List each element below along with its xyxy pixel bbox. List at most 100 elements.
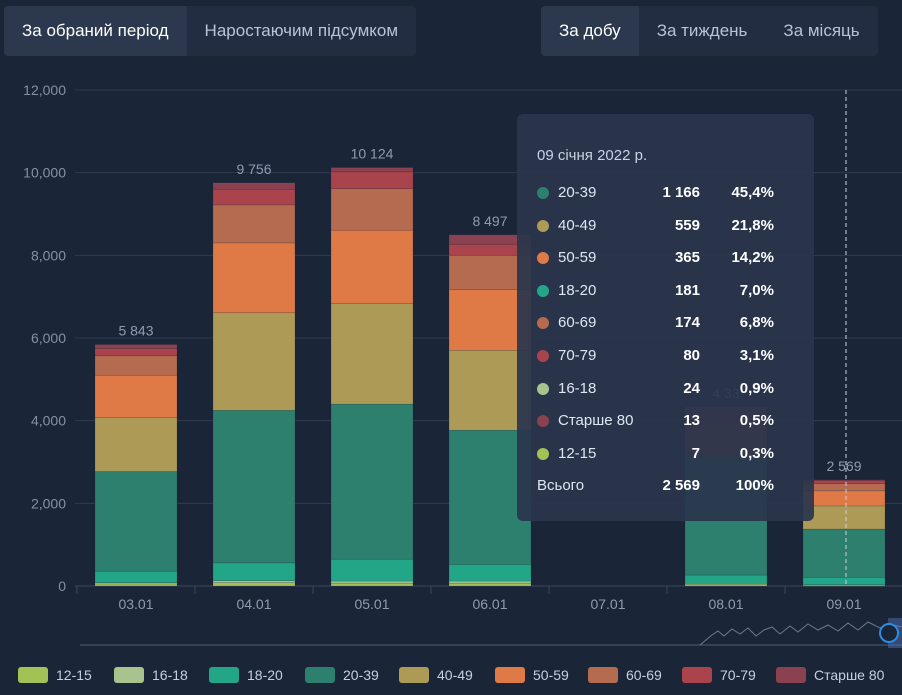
tab-cumulative[interactable]: Наростаючим підсумком: [204, 21, 399, 40]
bar-segment[interactable]: [212, 182, 296, 190]
bar-segment[interactable]: [94, 374, 178, 418]
bar-segment[interactable]: [212, 410, 296, 564]
tooltip-series-name: 40-49: [558, 216, 597, 234]
y-tick-label: 0: [58, 578, 66, 594]
y-tick-label: 2,000: [31, 495, 66, 511]
bar-segment[interactable]: [212, 242, 296, 314]
bar-segment[interactable]: [94, 583, 178, 587]
bar-segment[interactable]: [448, 582, 532, 587]
tooltip-series-dot: [537, 350, 549, 362]
bar-total-label: 2 569: [826, 458, 861, 474]
tooltip-total-row: Всього 2 569 100%: [517, 475, 814, 499]
tooltip-row: 70-79 80 3,1%: [517, 345, 814, 369]
y-axis-ticks: 0 2,000 4,000 6,000 8,000 10,000 12,000: [23, 82, 66, 594]
bar-segment[interactable]: [802, 584, 886, 586]
tooltip-series-dot: [537, 284, 549, 297]
bar-segment[interactable]: [94, 344, 178, 349]
tooltip-row: 60-69 174 6,8%: [517, 312, 814, 336]
bar-segment[interactable]: [802, 528, 886, 578]
tooltip-row: 12-15 7 0,3%: [517, 443, 814, 467]
tooltip-row: 16-18 24 0,9%: [517, 378, 814, 402]
bar-total-label: 9 756: [236, 161, 271, 177]
bar-segment[interactable]: [94, 348, 178, 357]
tab-per-week[interactable]: За тиждень: [656, 21, 748, 40]
bar-segment[interactable]: [684, 574, 768, 584]
tooltip-row: 18-20 181 7,0%: [517, 280, 814, 304]
legend-label: 60-69: [626, 667, 662, 683]
x-tick-label: 07.01: [590, 596, 625, 612]
bar-segment[interactable]: [802, 483, 886, 492]
legend-label: Старше 80: [814, 667, 885, 683]
legend-label: 18-20: [247, 667, 283, 683]
bar-segment[interactable]: [448, 564, 532, 582]
tab-per-day[interactable]: За добу: [541, 6, 639, 56]
y-tick-label: 4,000: [31, 413, 66, 429]
bar-segment[interactable]: [94, 355, 178, 376]
bar-segment[interactable]: [212, 204, 296, 244]
x-tick-label: 04.01: [236, 596, 271, 612]
bar-segment[interactable]: [330, 582, 414, 587]
bar-segment[interactable]: [212, 580, 296, 583]
y-tick-label: 12,000: [23, 82, 66, 98]
bar-segment[interactable]: [802, 576, 886, 585]
bar-segment[interactable]: [330, 167, 414, 173]
tooltip-total-pct: 100%: [735, 477, 774, 494]
tooltip-series-name: 16-18: [558, 379, 597, 397]
tab-per-month[interactable]: За місяць: [783, 21, 860, 40]
tooltip-series-value: 24: [683, 379, 700, 397]
tooltip-series-pct: 0,5%: [739, 412, 774, 430]
bar-segment[interactable]: [330, 188, 414, 231]
tooltip-series-pct: 45,4%: [731, 184, 774, 201]
bar-segment[interactable]: [330, 171, 414, 190]
bar-segment[interactable]: [330, 403, 414, 560]
tooltip-series-pct: 6,8%: [739, 314, 774, 332]
tooltip-series-dot: [537, 447, 549, 460]
bar-segment[interactable]: [448, 580, 532, 584]
tooltip-series-value: 7: [691, 444, 700, 462]
legend-label: 20-39: [343, 667, 379, 683]
tooltip-date: 09 січня 2022 р.: [537, 147, 648, 164]
tooltip-series-name: Старше 80: [558, 412, 634, 430]
tooltip-series-pct: 7,0%: [739, 281, 774, 299]
tooltip-series-value: 559: [674, 216, 700, 234]
y-tick-label: 10,000: [23, 165, 66, 181]
tooltip-series-value: 365: [674, 249, 700, 267]
tooltip-series-dot: [537, 317, 549, 330]
bar-segment[interactable]: [330, 303, 414, 405]
bar-total-label: 10 124: [351, 146, 394, 162]
bar-segment[interactable]: [212, 582, 296, 587]
bar-segment[interactable]: [802, 490, 886, 507]
tooltip-row: Старше 80 13 0,5%: [517, 410, 814, 434]
x-tick-label: 09.01: [826, 596, 861, 612]
tooltip-series-value: 174: [674, 314, 700, 332]
bar-segment[interactable]: [212, 188, 296, 206]
bar-segment[interactable]: [94, 417, 178, 472]
tooltip-series-name: 20-39: [558, 184, 597, 201]
tooltip-series-name: 60-69: [558, 314, 597, 332]
tooltip-series-value: 1 166: [662, 184, 700, 201]
navigator-handle[interactable]: [879, 623, 899, 643]
bar-segment[interactable]: [212, 312, 296, 411]
bar-segment[interactable]: [330, 558, 414, 582]
bar-segment[interactable]: [802, 480, 886, 484]
bar-segment[interactable]: [94, 471, 178, 572]
tooltip-series-value: 80: [683, 347, 700, 364]
legend-label: 40-49: [437, 667, 473, 683]
bar-segment[interactable]: [94, 570, 178, 583]
tooltip-series-pct: 0,3%: [739, 444, 774, 462]
legend-swatch: [588, 667, 618, 683]
bar-segment[interactable]: [212, 562, 296, 581]
bar-segment[interactable]: [330, 229, 414, 304]
tooltip-series-value: 13: [683, 412, 700, 430]
bar-segment[interactable]: [330, 580, 414, 584]
x-axis: 03.01 04.01 05.01 06.01 07.01 08.01 09.01: [76, 586, 862, 612]
bar-segment[interactable]: [802, 505, 886, 530]
tooltip-row: 50-59 365 14,2%: [517, 247, 814, 271]
range-navigator[interactable]: [80, 618, 902, 648]
legend-swatch: [495, 667, 525, 683]
bar-segment[interactable]: [802, 479, 886, 481]
tab-selected-period[interactable]: За обраний період: [4, 6, 187, 56]
tooltip-total-value: 2 569: [662, 477, 700, 494]
tooltip-series-dot: [537, 415, 549, 428]
tooltip-row: 20-39 1 166 45,4%: [517, 182, 814, 206]
